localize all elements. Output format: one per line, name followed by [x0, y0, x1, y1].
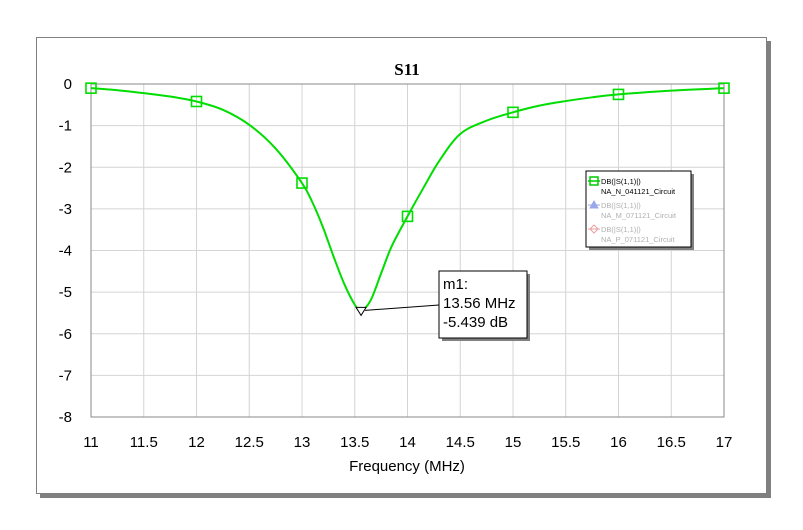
- x-tick-label: 14: [399, 434, 416, 451]
- legend-diamond-icon: [589, 224, 599, 234]
- y-tick-label: -3: [59, 201, 72, 218]
- marker-box: [438, 270, 528, 339]
- legend-box: [585, 170, 692, 248]
- grid-lines: [90, 83, 725, 418]
- x-tick-label: 16.5: [657, 434, 686, 451]
- y-axis-ticks: 0 -1 -2 -3 -4 -5 -6 -7 -8: [59, 76, 72, 426]
- x-tick-label: 12: [188, 434, 205, 451]
- y-tick-label: 0: [64, 76, 72, 93]
- x-tick-label: 11.5: [130, 434, 158, 451]
- x-axis-ticks: 11 11.5 12 12.5 13 13.5 14 14.5 15 15.5 16 16.5 17: [83, 434, 732, 451]
- legend-triangle-icon: [589, 199, 599, 209]
- y-tick-label: -1: [59, 118, 72, 135]
- data-point-marker: [718, 82, 730, 94]
- x-tick-label: 13.5: [340, 434, 369, 451]
- y-tick-label: -6: [59, 326, 72, 343]
- legend-series-source: NA_N_041121_Circuit: [601, 187, 676, 196]
- x-tick-label: 13: [294, 434, 311, 451]
- x-tick-label: 17: [716, 434, 733, 451]
- data-point-marker: [507, 106, 519, 119]
- x-tick-label: 11: [83, 434, 99, 451]
- y-tick-label: -5: [59, 284, 72, 301]
- marker-label-y-text: -5.439 dB: [443, 314, 508, 331]
- x-tick-label: 15: [505, 434, 522, 451]
- marker-leader-line: [365, 304, 440, 311]
- legend[interactable]: DB(|S(1,1)|)NA_N_041121_CircuitDB(|S(1,1…: [585, 170, 694, 250]
- legend-series-name: DB(|S(1,1)|): [601, 177, 641, 186]
- chart-title: S11: [394, 60, 420, 79]
- legend-series-source: NA_M_071121_Circuit: [601, 211, 677, 220]
- plot-area: [90, 83, 725, 418]
- chart-frame: [36, 37, 767, 494]
- x-tick-label: 16: [610, 434, 627, 451]
- marker-m1-triangle: [355, 306, 367, 317]
- data-point-marker: [190, 95, 203, 108]
- x-tick-label: 12.5: [235, 434, 264, 451]
- y-tick-label: -8: [59, 409, 72, 426]
- x-tick-label: 15.5: [551, 434, 580, 451]
- legend-series-name: DB(|S(1,1)|): [601, 201, 641, 210]
- marker-label-name: m1:: [443, 276, 468, 293]
- x-axis-label: Frequency (MHz): [349, 458, 465, 475]
- data-point-marker: [85, 82, 97, 94]
- y-tick-label: -4: [59, 243, 72, 260]
- y-tick-label: -2: [59, 159, 72, 176]
- x-tick-label: 14.5: [446, 434, 475, 451]
- data-point-marker: [296, 177, 308, 189]
- data-point-marker: [612, 88, 625, 101]
- legend-series-source: NA_P_071121_Circuit: [601, 235, 676, 244]
- marker-label-x-text: 13.56 MHz: [443, 295, 516, 312]
- legend-series-name: DB(|S(1,1)|): [601, 225, 641, 234]
- marker-layer: m1: 13.56 MHz -5.439 dB: [355, 270, 530, 341]
- legend-square-icon: [589, 176, 599, 186]
- y-tick-label: -7: [59, 367, 72, 384]
- data-point-marker: [401, 210, 414, 223]
